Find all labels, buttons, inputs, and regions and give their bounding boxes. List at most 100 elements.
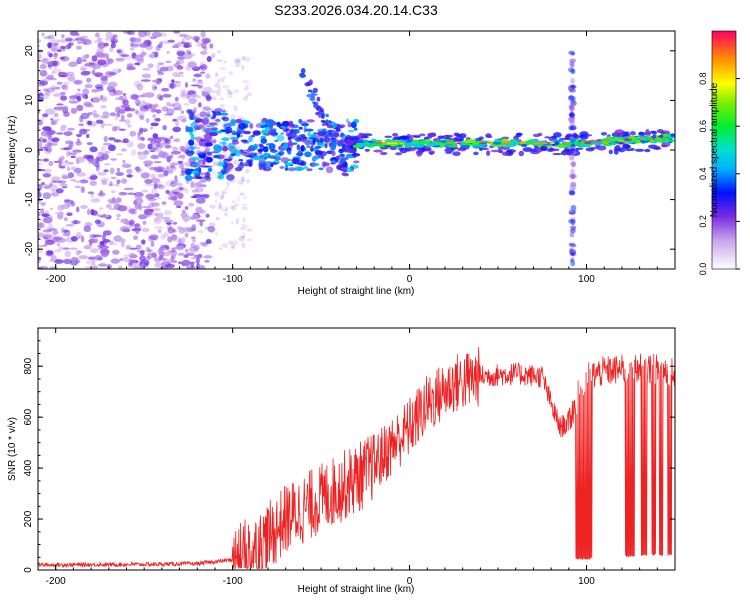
top-y-tick-label: 20 <box>24 45 35 57</box>
spectrogram-blob <box>173 179 178 185</box>
spectrogram-blob <box>432 138 441 142</box>
spectrogram-blob <box>124 119 131 125</box>
spectrogram-blob <box>86 141 93 146</box>
spectrogram-blob <box>207 225 216 233</box>
spectrogram-blob <box>157 136 167 141</box>
spectrogram-blob <box>222 145 228 152</box>
spectrogram-blob <box>197 79 203 83</box>
spectrogram-blob <box>191 189 199 193</box>
spectrogram-blob <box>330 141 337 147</box>
spectrogram-blob <box>231 221 234 225</box>
spectrogram-blob <box>404 142 411 147</box>
spectrogram-blob <box>38 53 42 60</box>
spectrogram-blob <box>568 147 575 155</box>
spectrogram-blob <box>242 217 246 223</box>
spectrogram-blob <box>83 101 92 107</box>
spectrogram-blob <box>42 113 49 118</box>
spectrogram-blob <box>120 257 131 261</box>
spectrogram-blob <box>108 137 116 141</box>
spectrogram-blob <box>501 151 510 156</box>
spectrogram-blob <box>92 234 102 238</box>
spectrogram-blob <box>658 138 663 143</box>
spectrogram-blob <box>228 71 234 76</box>
spectrogram-blob <box>75 156 86 163</box>
spectrogram-blob <box>252 130 261 136</box>
colorbar-tick-label: 0.4 <box>698 168 708 181</box>
spectrogram-blob <box>506 143 513 147</box>
spectrogram-blob <box>68 144 73 150</box>
spectrogram-blob <box>664 139 670 143</box>
spectrogram-blob <box>174 80 182 88</box>
spectrogram-blob <box>38 169 46 172</box>
spectrogram-blob <box>133 212 138 216</box>
spectrogram-blob <box>199 61 205 66</box>
spectrogram-blob <box>568 154 575 161</box>
spectrogram-blob <box>557 144 566 149</box>
spectrogram-blob <box>130 41 134 47</box>
spectrogram-blob <box>162 258 170 263</box>
spectrogram-blob <box>135 168 143 173</box>
spectrogram-blob <box>143 160 154 166</box>
spectrogram-blob <box>49 232 56 239</box>
colorbar-tick-label: 0.0 <box>698 263 708 276</box>
spectrogram-blob <box>177 105 182 111</box>
spectrogram-blob <box>152 180 162 184</box>
spectrogram-blob <box>124 254 129 260</box>
spectrogram-blob <box>55 188 64 194</box>
spectrogram-blob <box>163 113 174 116</box>
spectrogram-blob <box>353 127 358 131</box>
spectrogram-blob <box>86 260 95 265</box>
spectrogram-blob <box>102 53 109 59</box>
spectrogram-blob <box>67 63 77 68</box>
spectrogram-blob <box>219 194 224 201</box>
spectrogram-blob <box>325 120 330 124</box>
spectrogram-blob <box>218 202 222 208</box>
spectrogram-blob <box>80 112 90 120</box>
spectrogram-blob <box>207 151 213 156</box>
spectrogram-blob <box>100 145 106 152</box>
spectrogram-blob <box>236 217 240 222</box>
spectrogram-blob <box>194 118 204 123</box>
spectrogram-blob <box>111 126 118 132</box>
spectrogram-blob <box>321 123 327 126</box>
spectrogram-blob <box>122 93 127 96</box>
spectrogram-blob <box>223 76 226 79</box>
spectrogram-blob <box>39 80 49 86</box>
spectrogram-blob <box>330 145 337 151</box>
spectrogram-blob <box>281 121 290 127</box>
spectrogram-blob <box>168 196 178 201</box>
spectrogram-blob <box>123 55 133 60</box>
spectrogram-blob <box>147 198 157 201</box>
spectrogram-blob <box>610 142 617 146</box>
spectrogram-blob <box>613 149 619 155</box>
spectrogram-blob <box>78 255 89 260</box>
snr-axes: -200 -100 0 100 0 200 400 600 800 <box>23 327 676 587</box>
spectrogram-blob <box>190 84 200 87</box>
spectrogram-blob <box>112 34 118 39</box>
spectrogram-blob <box>291 157 298 165</box>
spectrogram-blob <box>107 144 116 152</box>
spectrogram-blob <box>356 140 365 144</box>
spectrogram-blob <box>570 78 575 84</box>
spectrogram-blob <box>137 114 143 118</box>
spectrogram-blob <box>146 255 151 261</box>
spectrogram-blob <box>151 84 158 91</box>
spectrogram-blob <box>121 228 130 233</box>
spectrogram-blob <box>205 213 210 218</box>
spectrogram-blob <box>246 238 253 241</box>
spectrogram-blob <box>120 54 129 58</box>
spectrogram-blob <box>38 211 41 217</box>
spectrogram-blob <box>399 142 405 145</box>
spectrogram-blob <box>285 162 294 166</box>
spectrogram-blob <box>426 143 436 147</box>
spectrogram-blob <box>40 208 45 215</box>
spectrogram-blob <box>175 49 185 52</box>
spectrogram-blob <box>580 141 585 144</box>
spectrogram-blob <box>33 113 38 117</box>
spectrogram-blob <box>154 262 163 268</box>
spectrogram-blob <box>137 133 141 141</box>
spectrogram-blob <box>129 191 133 195</box>
spectrogram-blob <box>568 50 575 55</box>
spectrogram-blob <box>80 205 88 209</box>
spectrogram-blob <box>68 173 72 179</box>
